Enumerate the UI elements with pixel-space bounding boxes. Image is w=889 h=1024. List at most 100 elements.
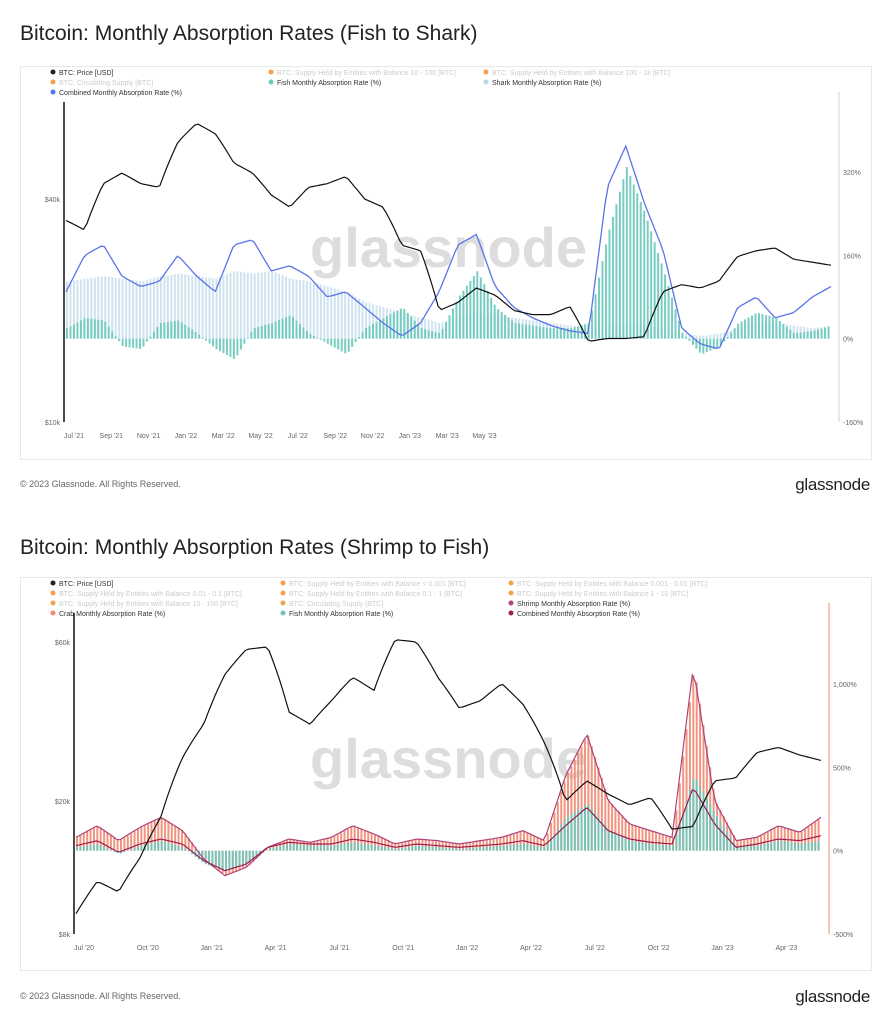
bar-crab bbox=[746, 846, 749, 851]
bar-crab bbox=[729, 837, 732, 851]
bar-fish bbox=[573, 327, 576, 339]
bar-shark bbox=[76, 279, 79, 339]
bar-shrimp bbox=[164, 819, 167, 851]
bar-fish bbox=[323, 338, 326, 342]
bar-crab bbox=[390, 848, 393, 851]
bar-crab bbox=[404, 847, 407, 851]
bar-fish bbox=[723, 338, 726, 342]
bar-crab bbox=[817, 841, 820, 851]
bar-shark bbox=[723, 332, 726, 339]
bar-fish bbox=[382, 318, 385, 339]
bar-fish bbox=[232, 338, 235, 359]
bar-shark bbox=[799, 326, 802, 339]
bar-shrimp bbox=[739, 840, 742, 851]
bar-shark bbox=[302, 280, 305, 339]
bar-shrimp bbox=[177, 827, 180, 851]
legend-swatch bbox=[268, 69, 274, 75]
bar-fish bbox=[222, 338, 225, 354]
bar-crab bbox=[634, 841, 637, 851]
bar-fish bbox=[719, 338, 722, 346]
y-right-tick: -500% bbox=[833, 932, 853, 939]
bar-fish bbox=[191, 329, 194, 339]
bar-shrimp bbox=[607, 799, 610, 851]
bar-crab bbox=[587, 804, 590, 851]
bar-crab bbox=[414, 845, 417, 851]
bar-crab bbox=[326, 845, 329, 851]
bar-crab bbox=[177, 845, 180, 851]
bar-shark bbox=[309, 281, 312, 339]
bar-fish bbox=[208, 338, 211, 344]
legend-entry: BTC: Supply Held by Entities with Balanc… bbox=[59, 591, 242, 598]
bar-fish bbox=[615, 204, 618, 339]
bar-shrimp bbox=[692, 675, 695, 851]
bar-shark bbox=[337, 289, 340, 339]
bar-fish bbox=[681, 332, 684, 339]
bar-fish bbox=[288, 315, 291, 339]
bar-fish bbox=[591, 310, 594, 339]
bar-crab bbox=[279, 846, 282, 851]
bar-shrimp bbox=[590, 746, 593, 851]
bar-fish bbox=[100, 320, 103, 339]
bar-crab bbox=[600, 821, 603, 851]
bar-crab bbox=[651, 844, 654, 851]
bar-crab bbox=[516, 844, 519, 851]
y-right-tick: 320% bbox=[843, 170, 861, 177]
bar-fish bbox=[757, 313, 760, 339]
bar-shark bbox=[323, 285, 326, 339]
bar-crab bbox=[204, 850, 207, 865]
bar-shark bbox=[688, 334, 691, 339]
bar-shrimp bbox=[126, 835, 129, 851]
bar-fish bbox=[476, 271, 479, 339]
bar-shrimp bbox=[184, 833, 187, 851]
bar-fish bbox=[799, 332, 802, 339]
bar-crab bbox=[285, 844, 288, 851]
bar-shark bbox=[128, 279, 131, 339]
bar-fish bbox=[521, 324, 524, 339]
bar-fish bbox=[761, 314, 764, 339]
bar-shark bbox=[114, 277, 117, 339]
bar-shark bbox=[66, 281, 68, 339]
bar-fish bbox=[79, 320, 82, 339]
bar-fish bbox=[375, 322, 378, 339]
bar-fish bbox=[688, 338, 691, 341]
bar-crab bbox=[468, 848, 471, 851]
bar-shark bbox=[257, 272, 260, 339]
bar-crab bbox=[130, 849, 133, 851]
bar-shrimp bbox=[76, 837, 78, 851]
bar-shrimp bbox=[319, 840, 322, 851]
bar-fish bbox=[246, 337, 249, 339]
bar-crab bbox=[221, 850, 224, 870]
bar-fish bbox=[142, 338, 145, 347]
bar-fish bbox=[177, 320, 180, 339]
bar-shrimp bbox=[109, 834, 112, 851]
bar-fish bbox=[549, 328, 552, 339]
bar-crab bbox=[692, 778, 695, 851]
bar-shrimp bbox=[817, 819, 820, 851]
bar-fish bbox=[702, 338, 705, 354]
bar-crab bbox=[109, 849, 112, 851]
bar-shrimp bbox=[123, 837, 126, 851]
bar-crab bbox=[648, 843, 651, 851]
bar-shark bbox=[156, 276, 159, 339]
legend-entry: BTC: Supply Held by Entities with Balanc… bbox=[59, 601, 238, 608]
bar-shrimp bbox=[573, 759, 576, 851]
bar-crab bbox=[614, 833, 617, 851]
bar-crab bbox=[519, 844, 522, 851]
bar-fish bbox=[229, 338, 232, 357]
bar-crab bbox=[631, 840, 634, 851]
x-tick: Oct '21 bbox=[392, 945, 414, 952]
chart-title-2: Bitcoin: Monthly Absorption Rates (Shrim… bbox=[20, 536, 490, 559]
legend-swatch bbox=[483, 79, 489, 85]
bar-fish bbox=[93, 319, 96, 339]
bar-crab bbox=[82, 846, 85, 851]
bar-crab bbox=[624, 838, 627, 851]
bar-fish bbox=[121, 338, 124, 347]
bar-crab bbox=[191, 850, 194, 855]
bar-crab bbox=[99, 845, 102, 851]
chart-frame-2: glassnode BTC: Price [USD] BTC: Supply Hel… bbox=[20, 577, 872, 971]
bar-shrimp bbox=[702, 724, 705, 851]
bar-shark bbox=[152, 277, 155, 339]
bar-shark bbox=[691, 334, 694, 339]
bar-crab bbox=[682, 812, 685, 851]
x-tick: Apr '22 bbox=[520, 945, 542, 952]
